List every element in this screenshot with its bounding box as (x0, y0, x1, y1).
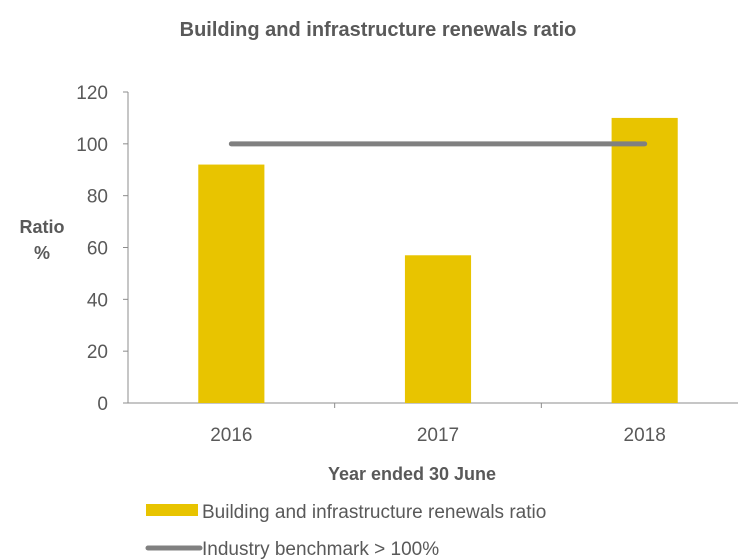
bar-series (198, 117, 678, 404)
y-tick-label: 100 (76, 135, 108, 156)
x-tick-label-2017: 2017 (417, 425, 459, 446)
y-axis-label-percent: % (34, 243, 50, 263)
legend-label-benchmark: Industry benchmark > 100% (202, 539, 439, 559)
y-tick-label: 120 (76, 83, 108, 104)
bar-2018 (611, 117, 678, 404)
bar-2016 (198, 164, 265, 403)
y-tick-label: 0 (97, 394, 108, 415)
y-tick-label: 40 (87, 290, 108, 311)
legend-label-bars: Building and infrastructure renewals rat… (202, 502, 546, 523)
legend: Building and infrastructure renewals rat… (145, 502, 546, 559)
x-axis-tick-labels: 2016 2017 2018 (210, 425, 666, 446)
x-axis-label: Year ended 30 June (328, 464, 496, 484)
y-tick-label: 80 (87, 187, 108, 208)
x-tick-label-2018: 2018 (624, 425, 666, 446)
chart-title: Building and infrastructure renewals rat… (180, 19, 577, 41)
legend-swatch-bars (146, 504, 198, 516)
y-tick-label: 20 (87, 342, 108, 363)
y-axis-label-ratio: Ratio (20, 217, 65, 237)
bar-2017 (404, 255, 472, 403)
y-axis-ticks: 0 20 40 60 80 100 120 (76, 83, 128, 415)
y-tick-label: 60 (87, 239, 108, 260)
x-axis (128, 402, 738, 408)
x-tick-label-2016: 2016 (210, 425, 252, 446)
